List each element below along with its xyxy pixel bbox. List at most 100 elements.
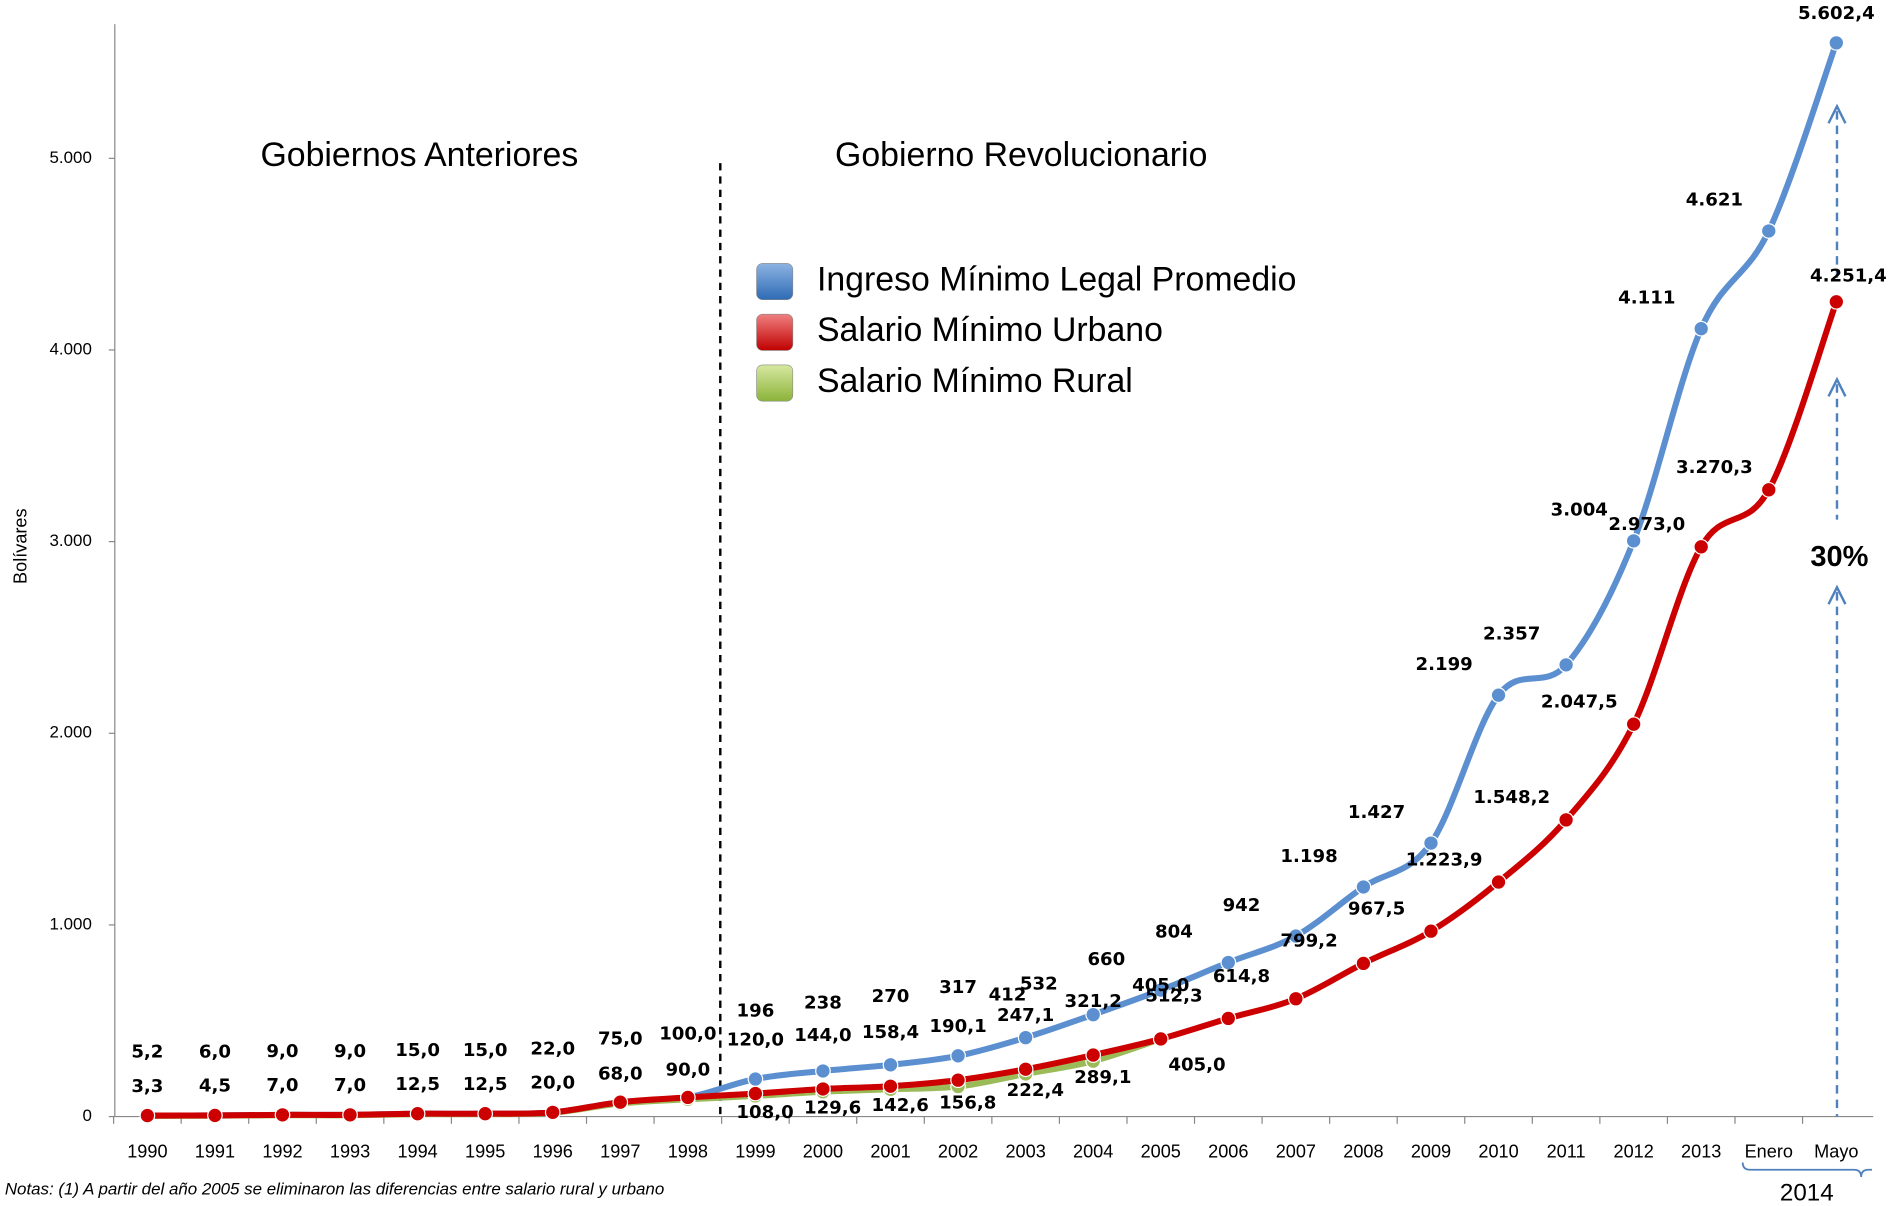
line bbox=[147, 300, 1840, 1119]
data-label: 614,8 bbox=[1213, 966, 1270, 987]
marker bbox=[747, 1085, 764, 1102]
data-label: 158,4 bbox=[862, 1022, 919, 1043]
marker bbox=[1423, 835, 1439, 851]
data-label: 3.270,3 bbox=[1676, 457, 1753, 478]
data-label: 196 bbox=[736, 1000, 774, 1021]
x-tick-label: 2013 bbox=[1681, 1142, 1721, 1162]
x-tick-label: 2002 bbox=[938, 1142, 978, 1162]
legend-label: Salario Mínimo Rural bbox=[817, 362, 1133, 400]
data-label: 4,5 bbox=[199, 1076, 231, 1097]
marker bbox=[950, 1047, 966, 1064]
annotation: Gobierno Revolucionario bbox=[835, 136, 1207, 174]
marker bbox=[1017, 1029, 1034, 1046]
data-label: 12,5 bbox=[395, 1074, 440, 1095]
marker bbox=[1355, 955, 1372, 972]
x-tick-label: 2007 bbox=[1276, 1142, 1316, 1162]
marker bbox=[342, 1106, 358, 1123]
marker bbox=[477, 1105, 494, 1122]
data-label: 2.973,0 bbox=[1608, 514, 1685, 535]
marker bbox=[1693, 320, 1710, 337]
data-label: 7,0 bbox=[266, 1075, 298, 1096]
marker bbox=[544, 1104, 561, 1121]
legend-label: Ingreso Mínimo Legal Promedio bbox=[817, 260, 1297, 298]
data-label: 512,3 bbox=[1145, 986, 1202, 1007]
data-label: 4.251,4 bbox=[1810, 265, 1887, 286]
x-tick-label: 1998 bbox=[668, 1142, 708, 1162]
marker bbox=[1760, 223, 1777, 239]
y-tick-label: 5.000 bbox=[50, 148, 92, 167]
marker bbox=[1085, 1047, 1102, 1063]
marker bbox=[1558, 657, 1574, 673]
marker bbox=[1288, 990, 1304, 1007]
group-bracket bbox=[1741, 1162, 1873, 1178]
x-tick-label: 1999 bbox=[735, 1142, 775, 1162]
x-tick-label: 2001 bbox=[870, 1142, 910, 1162]
x-tick-label: 1991 bbox=[195, 1142, 235, 1162]
data-label: 412 bbox=[989, 984, 1027, 1005]
data-label: 190,1 bbox=[929, 1016, 986, 1037]
data-label: 12,5 bbox=[463, 1074, 508, 1095]
data-label: 4.621 bbox=[1686, 190, 1743, 211]
data-label: 967,5 bbox=[1348, 898, 1405, 919]
data-label: 3.004 bbox=[1551, 500, 1608, 521]
data-label: 9,0 bbox=[334, 1041, 366, 1062]
line bbox=[147, 1036, 1162, 1119]
marker bbox=[950, 1072, 966, 1088]
data-label: 270 bbox=[872, 986, 910, 1007]
data-label: 222,4 bbox=[1007, 1080, 1064, 1101]
data-label: 2.357 bbox=[1483, 624, 1540, 645]
data-label: 799,2 bbox=[1280, 931, 1337, 952]
marker bbox=[1760, 481, 1777, 498]
data-label: 321,2 bbox=[1065, 991, 1122, 1012]
marker bbox=[1152, 1031, 1169, 1047]
data-label: 20,0 bbox=[530, 1073, 575, 1094]
data-label: 1.198 bbox=[1280, 846, 1337, 867]
x-tick-label: 2003 bbox=[1005, 1142, 1045, 1162]
x-tick-label: 2010 bbox=[1478, 1142, 1518, 1162]
data-label: 804 bbox=[1155, 921, 1193, 942]
x-tick-label: 1994 bbox=[397, 1142, 437, 1162]
marker bbox=[1558, 812, 1574, 828]
data-label: 3,3 bbox=[131, 1076, 163, 1097]
marker bbox=[1625, 716, 1642, 733]
marker bbox=[815, 1063, 831, 1079]
x-tick-label: 2012 bbox=[1614, 1142, 1654, 1162]
data-label: 1.427 bbox=[1348, 802, 1405, 823]
marker bbox=[1085, 1006, 1102, 1023]
legend-swatch bbox=[756, 263, 794, 300]
x-tick-label: 2008 bbox=[1343, 1142, 1383, 1162]
marker bbox=[1288, 928, 1304, 944]
x-tick-label: 1996 bbox=[533, 1142, 573, 1162]
x-tick-label: 1993 bbox=[330, 1142, 370, 1162]
data-label: 2.199 bbox=[1416, 654, 1473, 675]
marker bbox=[882, 1056, 899, 1073]
data-label: 6,0 bbox=[199, 1042, 231, 1063]
marker bbox=[882, 1078, 899, 1095]
data-label: 4.111 bbox=[1618, 287, 1675, 308]
x-tick-label: 2011 bbox=[1547, 1142, 1586, 1162]
x-tick-label: 1995 bbox=[465, 1142, 505, 1162]
annotation: Gobiernos Anteriores bbox=[260, 136, 578, 174]
marker bbox=[1152, 982, 1169, 998]
arrows bbox=[1827, 103, 1847, 1117]
data-label: 142,6 bbox=[872, 1095, 929, 1116]
y-tick-label: 1.000 bbox=[50, 914, 92, 933]
data-label: 532 bbox=[1020, 973, 1058, 994]
y-tick-label: 3.000 bbox=[50, 531, 92, 550]
data-label: 129,6 bbox=[804, 1098, 861, 1119]
marker bbox=[1355, 879, 1372, 895]
marker bbox=[1490, 687, 1507, 703]
marker bbox=[1828, 35, 1845, 51]
marker bbox=[1220, 954, 1237, 971]
x-tick-label: 2005 bbox=[1141, 1142, 1181, 1162]
data-label: 5.602,4 bbox=[1798, 3, 1875, 24]
data-label: 7,0 bbox=[334, 1075, 366, 1096]
marker bbox=[1423, 923, 1439, 940]
legend-swatch bbox=[756, 313, 794, 351]
legend-label: Salario Mínimo Urbano bbox=[817, 311, 1163, 349]
x-tick-label: Enero bbox=[1745, 1142, 1793, 1162]
data-label: 15,0 bbox=[395, 1040, 440, 1061]
data-label: 9,0 bbox=[266, 1041, 298, 1062]
data-label: 90,0 bbox=[665, 1059, 710, 1080]
series: 5,2 6,0 9,0 9,0 15,0 15,0 22,0 75,0 100,0 120,0 14… bbox=[131, 265, 1887, 1124]
